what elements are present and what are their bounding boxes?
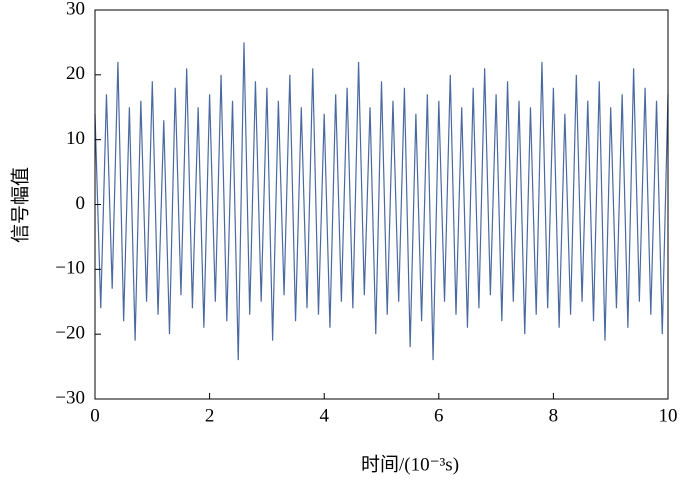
plot-frame — [94, 9, 669, 400]
x-tick-label: 10 — [659, 405, 678, 426]
x-tick-label: 0 — [90, 405, 100, 426]
y-tick-label: 30 — [66, 0, 85, 19]
x-tick-label: 2 — [205, 405, 215, 426]
y-tick-label: −20 — [55, 323, 85, 344]
y-tick-label: 10 — [66, 128, 85, 149]
x-axis-label: 时间/(10⁻³s) — [361, 453, 459, 475]
x-tick-label: 8 — [549, 405, 559, 426]
y-axis-label: 信号幅值 — [9, 167, 31, 243]
y-tick-label: 0 — [76, 193, 86, 214]
signal-line — [94, 42, 669, 361]
y-tick-label: 20 — [66, 63, 85, 84]
y-tick-label: −30 — [55, 387, 85, 408]
y-tick-label: −10 — [55, 258, 85, 279]
x-tick-label: 4 — [319, 405, 329, 426]
x-tick-label: 6 — [434, 405, 444, 426]
